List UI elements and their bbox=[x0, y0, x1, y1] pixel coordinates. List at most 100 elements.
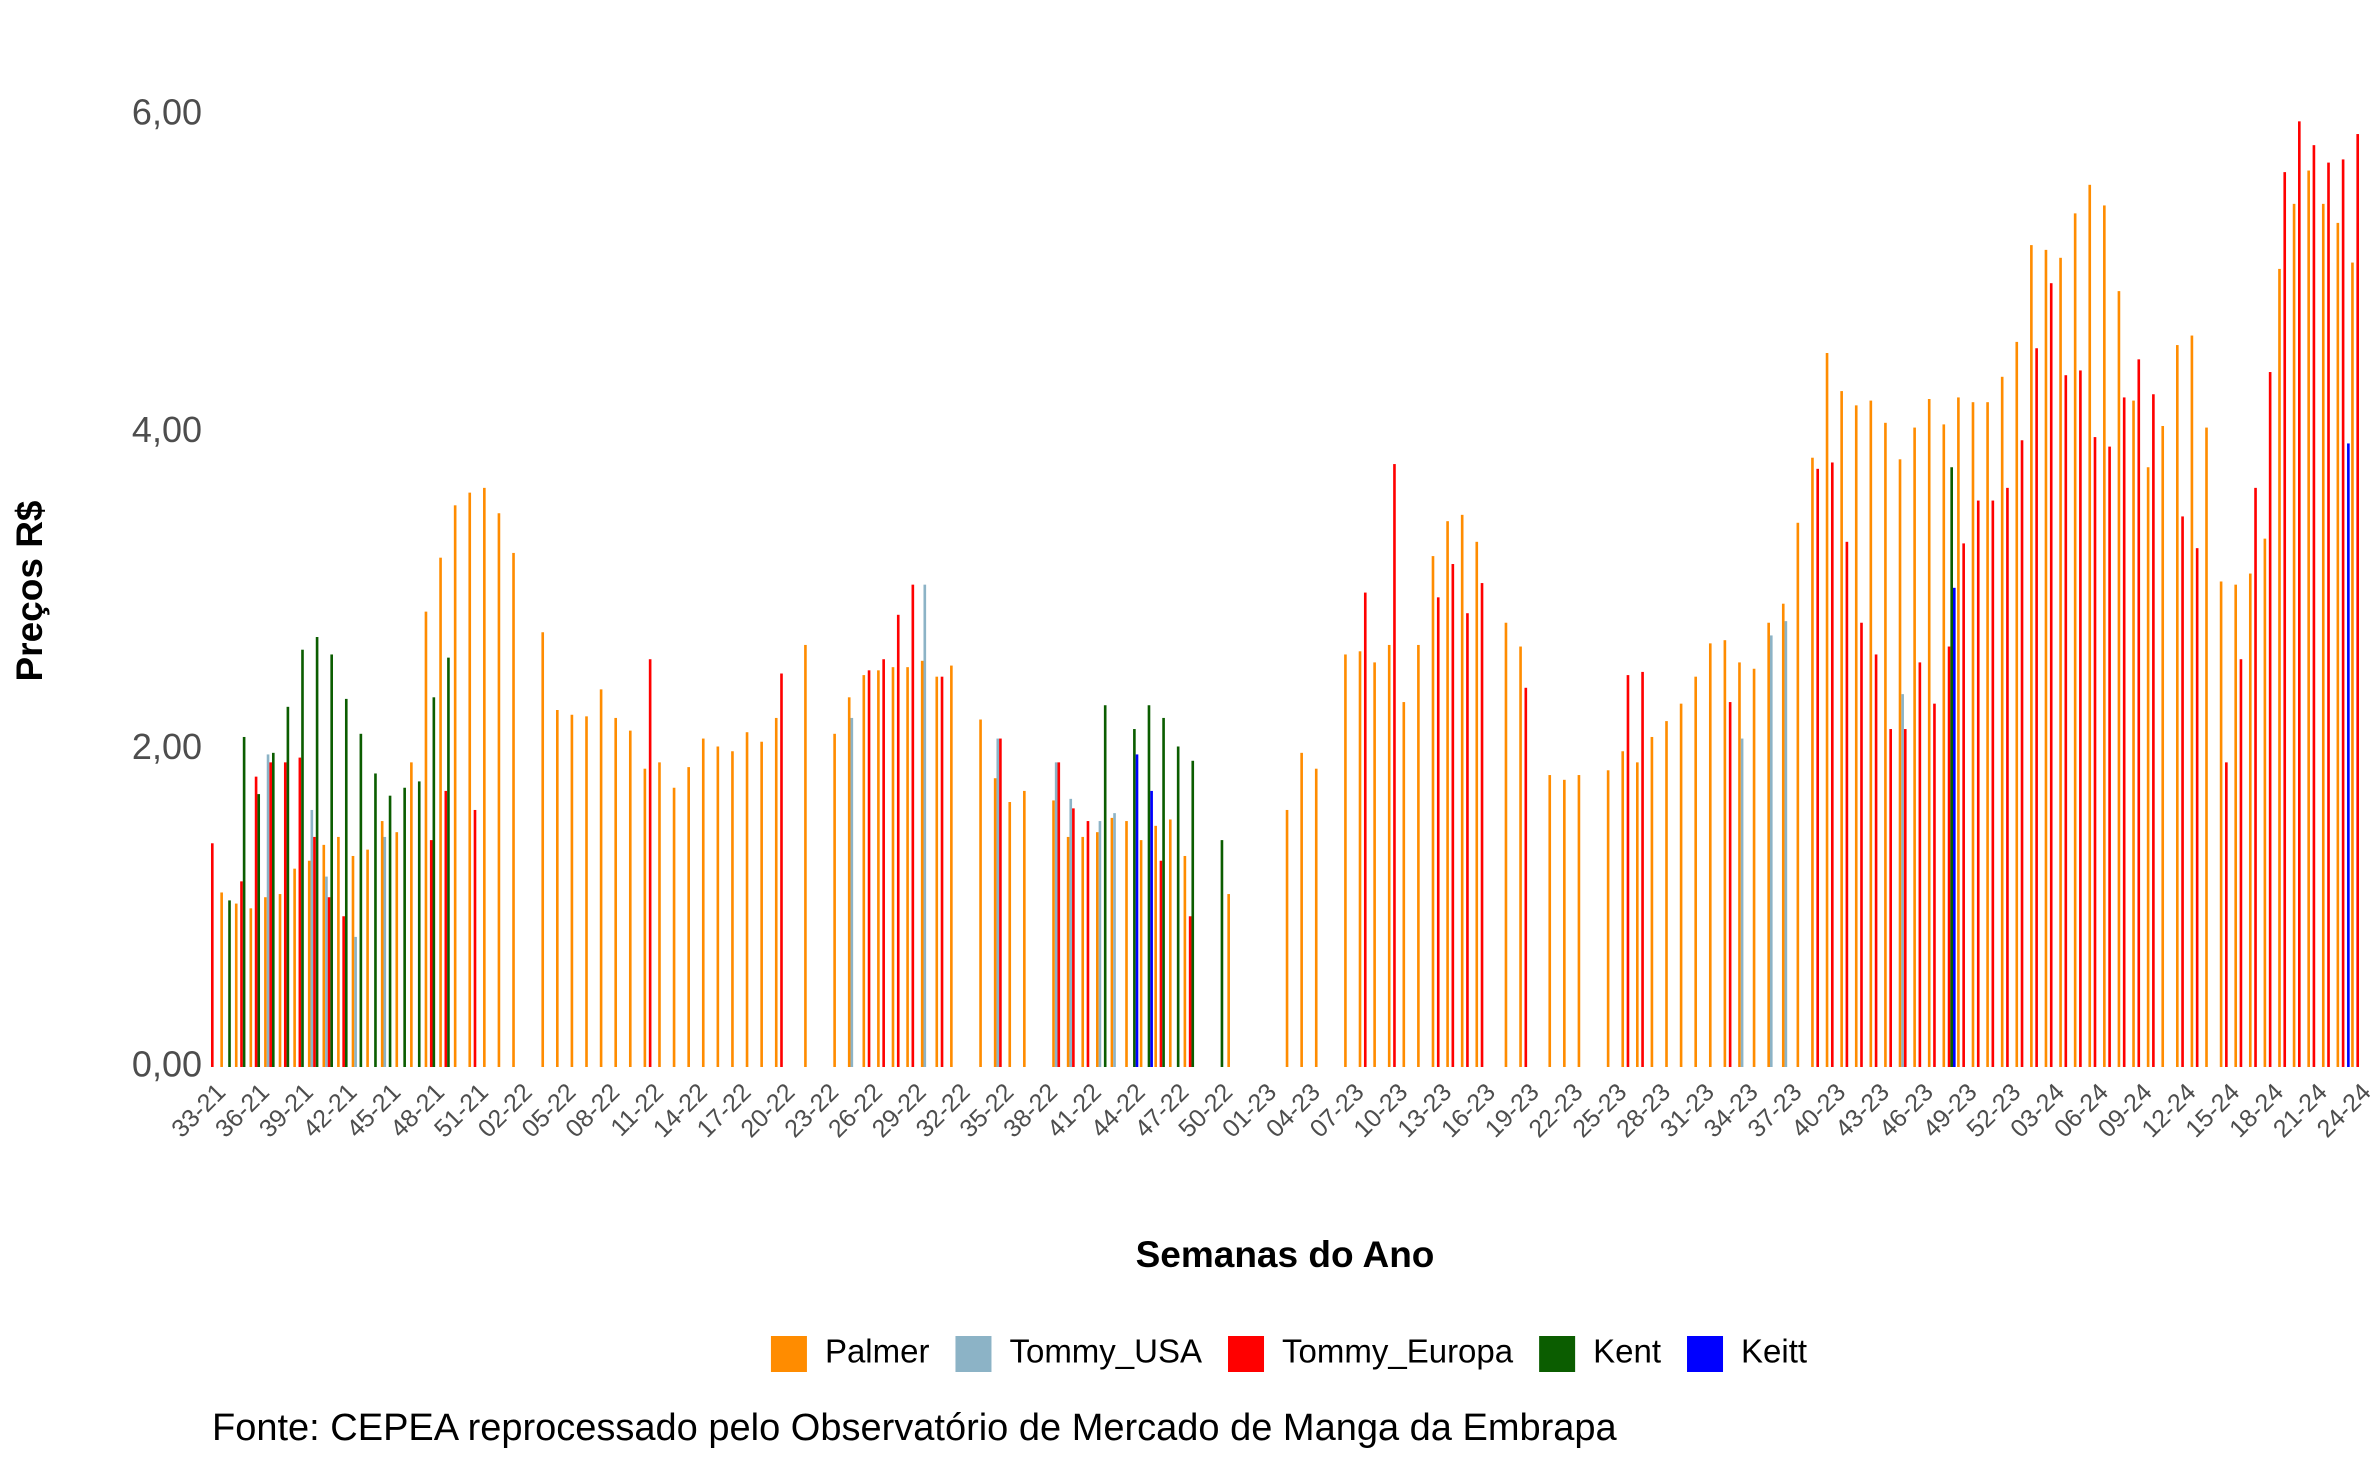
bar bbox=[780, 673, 783, 1067]
legend-key bbox=[770, 1336, 807, 1372]
bar bbox=[1874, 654, 1878, 1067]
bar bbox=[716, 746, 720, 1067]
bar bbox=[342, 916, 345, 1067]
bar bbox=[1072, 808, 1075, 1067]
bar bbox=[2347, 443, 2350, 1067]
bar bbox=[1057, 762, 1061, 1067]
bar bbox=[220, 892, 223, 1067]
bar bbox=[979, 719, 982, 1067]
bar bbox=[1845, 541, 1849, 1067]
bar bbox=[1344, 654, 1347, 1067]
bar bbox=[254, 776, 258, 1067]
bar bbox=[210, 843, 214, 1067]
bar bbox=[1285, 809, 1289, 1067]
bar bbox=[1081, 836, 1085, 1067]
bar bbox=[429, 840, 433, 1067]
bar bbox=[1110, 817, 1114, 1067]
bar bbox=[993, 778, 997, 1067]
bar bbox=[330, 654, 333, 1067]
y-axis-title: Preços R$ bbox=[9, 500, 50, 681]
bar bbox=[760, 741, 763, 1067]
bar bbox=[1869, 400, 1873, 1068]
bar bbox=[1358, 651, 1362, 1067]
bar bbox=[2327, 162, 2330, 1068]
bar bbox=[847, 697, 851, 1067]
bar bbox=[1402, 702, 1406, 1067]
bar bbox=[1650, 736, 1654, 1067]
bar bbox=[2292, 203, 2296, 1067]
bar bbox=[417, 781, 421, 1067]
bar bbox=[1069, 798, 1073, 1067]
bar bbox=[1417, 644, 1420, 1067]
bar bbox=[298, 757, 302, 1067]
bar bbox=[731, 751, 734, 1067]
bar bbox=[2049, 283, 2053, 1068]
bar bbox=[2268, 372, 2272, 1067]
bar bbox=[687, 767, 690, 1067]
bar bbox=[648, 659, 652, 1067]
bar bbox=[1054, 762, 1058, 1067]
bar bbox=[1796, 522, 1800, 1067]
bar bbox=[439, 557, 442, 1067]
bar bbox=[310, 809, 314, 1067]
bar bbox=[403, 787, 406, 1067]
bar bbox=[1626, 675, 1630, 1067]
bar bbox=[1008, 802, 1012, 1067]
bar bbox=[351, 855, 355, 1067]
bar bbox=[1387, 644, 1391, 1067]
bar bbox=[354, 936, 357, 1067]
bar bbox=[1738, 662, 1741, 1067]
bar bbox=[1519, 646, 1522, 1067]
bar bbox=[1952, 587, 1956, 1067]
bar bbox=[1830, 462, 1834, 1068]
bar bbox=[2351, 262, 2354, 1067]
bar bbox=[1314, 768, 1318, 1067]
bar bbox=[1436, 597, 1440, 1067]
y-tick-label: 0,00 bbox=[132, 1044, 202, 1085]
bar bbox=[249, 908, 253, 1067]
bar bbox=[906, 667, 909, 1067]
bar bbox=[307, 860, 311, 1067]
bar bbox=[240, 881, 243, 1067]
bar bbox=[999, 738, 1002, 1067]
bar bbox=[2103, 205, 2106, 1067]
bar bbox=[1898, 459, 1902, 1068]
bar bbox=[2195, 548, 2199, 1067]
bar bbox=[322, 844, 326, 1067]
bar bbox=[1446, 521, 1449, 1067]
bar bbox=[643, 768, 647, 1067]
bar bbox=[1901, 694, 1904, 1067]
x-axis-title: Semanas do Ano bbox=[1136, 1234, 1435, 1275]
bar bbox=[1971, 402, 1975, 1068]
bar bbox=[2278, 268, 2281, 1067]
bar bbox=[628, 730, 632, 1067]
bar bbox=[1728, 702, 1732, 1067]
bar bbox=[1524, 687, 1528, 1067]
bar bbox=[286, 706, 290, 1067]
bar bbox=[2312, 145, 2316, 1067]
bar bbox=[2117, 291, 2121, 1067]
bar bbox=[896, 614, 900, 1067]
bar bbox=[2239, 659, 2243, 1067]
bar bbox=[1991, 500, 1995, 1067]
bar bbox=[424, 611, 428, 1067]
bar bbox=[1621, 751, 1625, 1067]
bar bbox=[1752, 668, 1756, 1067]
bar bbox=[344, 698, 348, 1067]
caption: Fonte: CEPEA reprocessado pelo Observató… bbox=[212, 1407, 1618, 1449]
bar bbox=[444, 790, 448, 1067]
bar bbox=[658, 762, 661, 1067]
bar bbox=[833, 733, 836, 1067]
bar bbox=[497, 513, 501, 1067]
bar bbox=[1950, 467, 1953, 1067]
bar bbox=[923, 584, 927, 1067]
bar bbox=[453, 505, 457, 1067]
bar bbox=[1135, 754, 1139, 1067]
bar bbox=[541, 632, 545, 1067]
bar bbox=[1563, 779, 1566, 1067]
bar bbox=[473, 809, 477, 1067]
bar bbox=[1162, 717, 1165, 1067]
bar bbox=[599, 689, 603, 1067]
bar bbox=[2234, 584, 2238, 1067]
bar bbox=[1636, 762, 1639, 1067]
